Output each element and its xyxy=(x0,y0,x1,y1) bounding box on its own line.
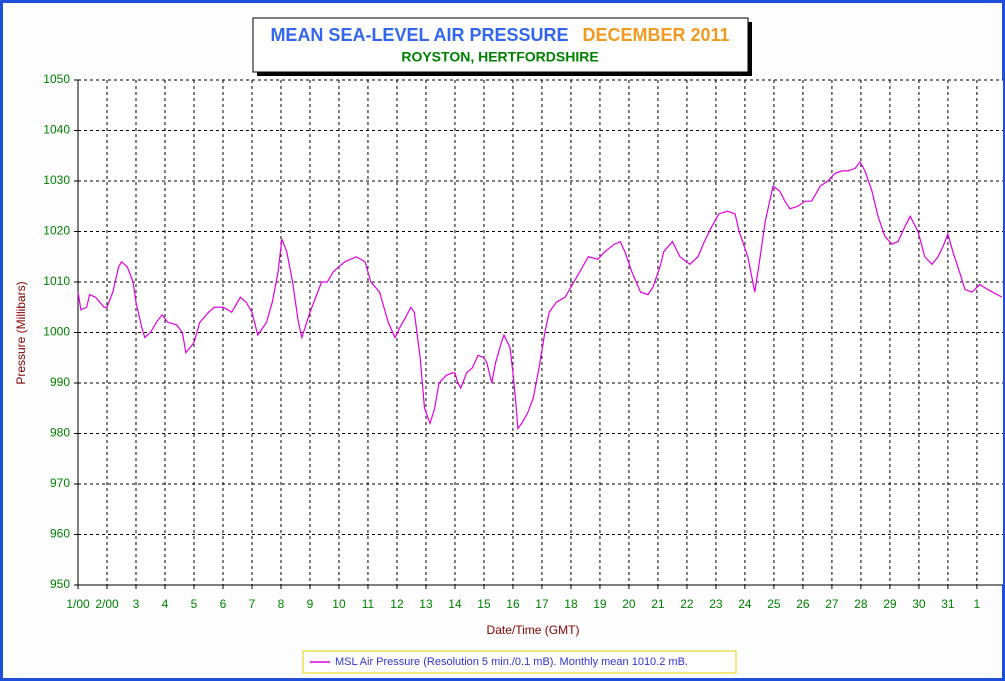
title-main: MEAN SEA-LEVEL AIR PRESSURE xyxy=(270,25,568,45)
x-tick-label: 12 xyxy=(390,597,404,611)
x-axis-label: Date/Time (GMT) xyxy=(487,623,580,637)
subtitle: ROYSTON, HERTFORDSHIRE xyxy=(401,49,598,65)
x-tick-label: 3 xyxy=(133,597,140,611)
x-tick-label: 1/00 xyxy=(66,597,90,611)
legend-label: MSL Air Pressure (Resolution 5 min./0.1 … xyxy=(335,656,688,668)
legend-box xyxy=(302,650,737,674)
x-tick-label: 5 xyxy=(191,597,198,611)
y-tick-label: 1040 xyxy=(43,123,70,137)
x-tick-label: 17 xyxy=(535,597,549,611)
line-series xyxy=(77,160,1003,431)
x-tick-label: 8 xyxy=(278,597,285,611)
x-tick-label: 22 xyxy=(680,597,694,611)
x-tick-label: 1 xyxy=(974,597,981,611)
x-tick-label: 26 xyxy=(796,597,810,611)
y-tick-label: 970 xyxy=(50,476,70,490)
x-tick-label: 9 xyxy=(307,597,314,611)
x-tick-label: 28 xyxy=(854,597,868,611)
x-tick-label: 19 xyxy=(593,597,607,611)
y-tick-label: 1000 xyxy=(43,325,70,339)
y-tick-label: 1030 xyxy=(43,173,70,187)
x-tick-label: 2/00 xyxy=(95,597,119,611)
x-tick-label: 6 xyxy=(220,597,227,611)
y-tick-label: 1050 xyxy=(43,72,70,86)
y-tick-label: 1020 xyxy=(43,224,70,238)
y-tick-label: 990 xyxy=(50,375,70,389)
x-tick-label: 27 xyxy=(825,597,839,611)
y-tick-label: 960 xyxy=(50,527,70,541)
x-tick-label: 25 xyxy=(767,597,781,611)
chart-title: MEAN SEA-LEVEL AIR PRESSURE DECEMBER 2011 xyxy=(270,25,729,45)
y-tick-label: 980 xyxy=(50,426,70,440)
x-tick-label: 21 xyxy=(651,597,665,611)
x-tick-label: 14 xyxy=(448,597,462,611)
y-tick-label: 950 xyxy=(50,577,70,591)
x-tick-label: 10 xyxy=(332,597,346,611)
x-tick-label: 4 xyxy=(162,597,169,611)
x-tick-label: 29 xyxy=(883,597,897,611)
x-tick-label: 23 xyxy=(709,597,723,611)
x-tick-label: 7 xyxy=(249,597,256,611)
x-tick-label: 24 xyxy=(738,597,752,611)
x-tick-label: 16 xyxy=(506,597,520,611)
x-tick-label: 18 xyxy=(564,597,578,611)
x-tick-label: 15 xyxy=(477,597,491,611)
title-period: DECEMBER 2011 xyxy=(582,25,729,45)
x-tick-label: 31 xyxy=(941,597,955,611)
x-tick-label: 20 xyxy=(622,597,636,611)
x-tick-label: 30 xyxy=(912,597,926,611)
title-box xyxy=(252,17,749,73)
x-tick-label: 11 xyxy=(362,597,375,611)
y-axis-label: Pressure (Millibars) xyxy=(14,281,28,384)
y-tick-label: 1010 xyxy=(43,274,70,288)
x-tick-label: 13 xyxy=(419,597,433,611)
